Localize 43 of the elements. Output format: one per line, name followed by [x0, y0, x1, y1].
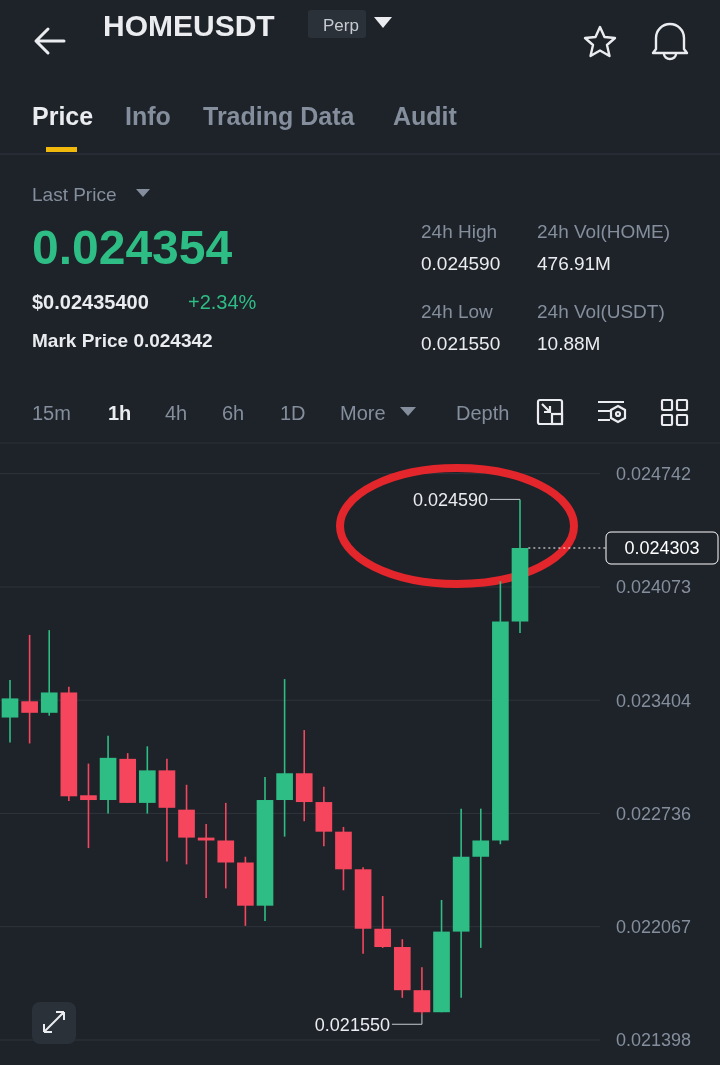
text: $0.02435400 — [32, 291, 149, 313]
text: 15m — [32, 402, 71, 424]
text: Price — [32, 102, 94, 130]
text: 476.91M — [537, 253, 611, 274]
text: 1D — [280, 402, 306, 424]
text: 10.88M — [537, 333, 601, 354]
text: Trading Data — [203, 102, 356, 130]
text: Audit — [393, 102, 458, 130]
text: 0.024354 — [32, 221, 233, 274]
candlestick — [413, 966, 431, 1016]
y-tick-label: 0.021398 — [616, 1030, 692, 1051]
text: Info — [125, 102, 171, 130]
text: 0.024590 — [421, 253, 501, 274]
text: 1h — [108, 402, 132, 424]
y-tick-label: 0.024073 — [616, 577, 692, 598]
text: 24h Vol(USDT) — [537, 301, 665, 322]
text: Perp — [323, 16, 359, 35]
y-tick-label: 0.024742 — [616, 463, 692, 484]
text: More — [340, 402, 386, 424]
text: 24h Vol(HOME) — [537, 221, 671, 242]
candlestick — [1, 679, 19, 744]
y-tick-label: 0.023404 — [616, 690, 692, 711]
text: 6h — [222, 402, 245, 424]
text: 24h Low — [421, 301, 494, 322]
candlestick — [21, 634, 38, 745]
text: 0.021550 — [421, 333, 501, 354]
candlestick — [217, 802, 235, 890]
chart-title: HOMEUSDT — [103, 9, 275, 42]
text: 24h High — [421, 221, 498, 242]
text: 4h — [165, 402, 188, 424]
annotation: 0.021550 — [314, 1014, 390, 1035]
annotation: 0.024590 — [412, 489, 488, 510]
text: Depth — [456, 402, 510, 424]
candlestick — [374, 895, 392, 949]
text: Last Price — [32, 184, 117, 205]
ref-line-label: 0.024303 — [624, 538, 700, 559]
y-tick-label: 0.022067 — [616, 917, 692, 937]
candlestick — [80, 762, 97, 849]
candlestick — [472, 807, 490, 949]
y-tick-label: 0.022736 — [616, 803, 692, 824]
text: Mark Price 0.024342 — [32, 330, 213, 351]
candlestick — [40, 629, 58, 717]
text: +2.34% — [188, 291, 257, 313]
